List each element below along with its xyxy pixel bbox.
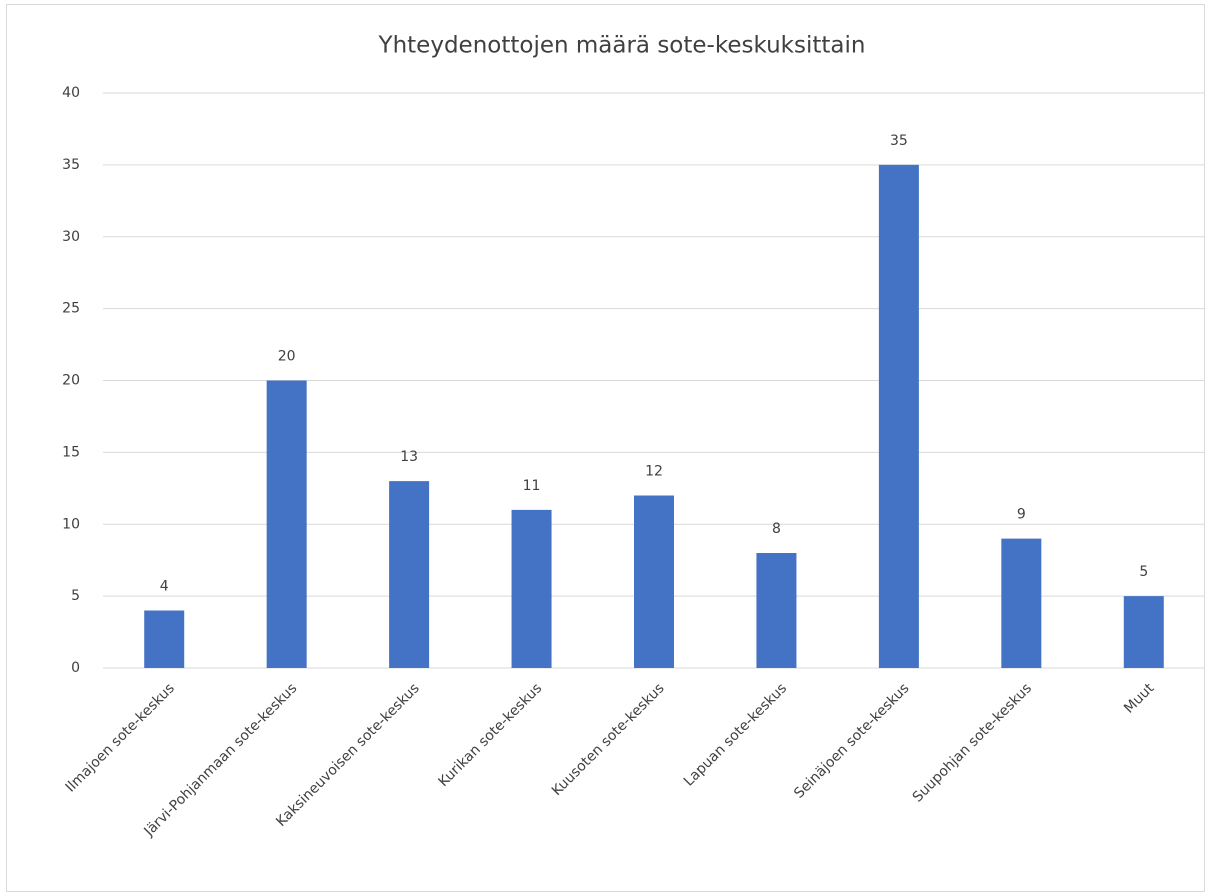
data-label: 4 xyxy=(160,579,169,595)
bar xyxy=(511,509,552,668)
bar xyxy=(389,481,430,668)
y-tick-label: 30 xyxy=(62,229,80,245)
data-label: 35 xyxy=(890,133,908,149)
y-tick-label: 35 xyxy=(62,157,80,173)
data-label: 8 xyxy=(772,521,781,537)
y-tick-label: 40 xyxy=(62,85,80,101)
bar xyxy=(1001,538,1042,668)
y-tick-label: 0 xyxy=(71,660,80,676)
y-tick-label: 10 xyxy=(62,516,80,532)
data-label: 11 xyxy=(523,478,541,494)
bar xyxy=(144,610,185,668)
y-tick-label: 25 xyxy=(62,301,80,317)
bar xyxy=(756,553,797,668)
chart-border xyxy=(6,4,1205,892)
bar xyxy=(266,380,307,668)
data-label: 12 xyxy=(645,464,663,480)
data-label: 5 xyxy=(1139,564,1148,580)
data-label: 9 xyxy=(1017,507,1026,523)
data-label: 20 xyxy=(278,349,296,365)
y-tick-label: 20 xyxy=(62,373,80,389)
y-tick-label: 15 xyxy=(62,444,80,460)
data-label: 13 xyxy=(400,449,418,465)
bar xyxy=(878,164,919,668)
chart-title: Yhteydenottojen määrä sote-keskuksittain xyxy=(378,33,866,59)
y-tick-label: 5 xyxy=(71,588,80,604)
bar xyxy=(1123,596,1164,668)
bar xyxy=(634,495,674,668)
